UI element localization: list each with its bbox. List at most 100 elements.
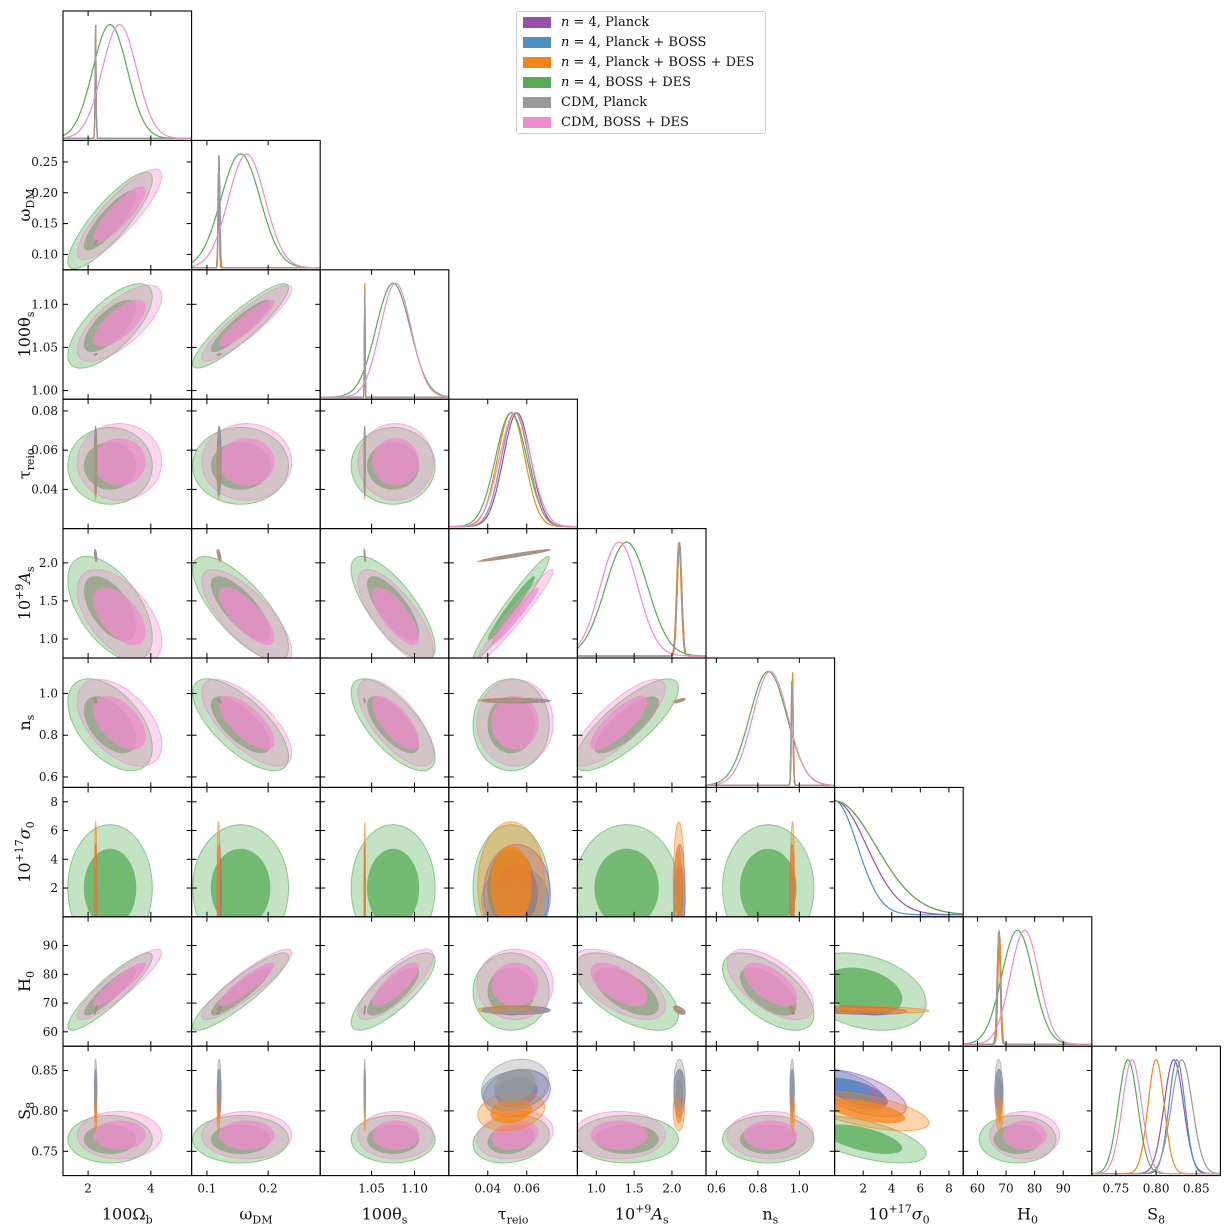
panel-0-2 xyxy=(67,283,163,369)
panel-2-4 xyxy=(350,548,436,658)
contour-68-4-5-7 xyxy=(790,1008,794,1013)
xtick-label-7-1: 70 xyxy=(998,1182,1013,1196)
posterior-3-6 xyxy=(834,800,964,915)
contour-68-5-5-7 xyxy=(743,962,798,1007)
posterior-0-6 xyxy=(834,800,964,916)
xtick-label-6-1: 4 xyxy=(888,1182,896,1196)
contour-68-2-3-6 xyxy=(490,845,532,917)
posterior-4-0 xyxy=(63,24,192,139)
xaxis-title-5: ns xyxy=(762,1205,778,1227)
xtick-label-4-2: 2.0 xyxy=(662,1182,681,1196)
posterior-3-4 xyxy=(577,541,706,657)
contour-68-1-6-8 xyxy=(834,1077,872,1103)
contour-68-4-1-8 xyxy=(218,1069,221,1101)
posterior-1-5 xyxy=(706,678,835,787)
xtick-label-4-0: 1.0 xyxy=(587,1182,606,1196)
posterior-0-7 xyxy=(963,931,1092,1045)
ytick-label-1-2: 0.20 xyxy=(31,186,58,200)
diag-panel-0 xyxy=(63,23,192,139)
panel-4-5 xyxy=(577,678,686,772)
contour-68-5-5-8 xyxy=(743,1120,798,1150)
panel-frame-5-5 xyxy=(705,657,836,788)
xtick-label-3-1: 0.06 xyxy=(513,1182,540,1196)
contour-68-5-0-2 xyxy=(93,299,146,347)
posterior-5-5 xyxy=(706,670,835,786)
ytick-label-4-1: 1.5 xyxy=(39,594,58,608)
ytick-label-5-0: 0.6 xyxy=(39,770,58,784)
legend-label-prefix-1: n xyxy=(561,35,570,50)
contour-68-5-4-8 xyxy=(590,1120,648,1150)
legend-swatch-5 xyxy=(523,117,551,128)
yaxis-title-5: ns xyxy=(15,714,37,730)
ytick-label-3-2: 0.08 xyxy=(31,404,58,418)
contour-68-5-1-5 xyxy=(218,695,275,750)
panel-7-8 xyxy=(978,1058,1061,1164)
panel-1-4 xyxy=(192,548,293,658)
xtick-label-7-2: 80 xyxy=(1027,1182,1042,1196)
panel-3-6 xyxy=(472,821,551,917)
posterior-2-6 xyxy=(834,800,964,915)
contour-68-2-4-6 xyxy=(675,845,683,917)
panel-2-6 xyxy=(350,821,436,917)
contour-68-4-2-7 xyxy=(364,1008,366,1013)
yaxis-title-8: S8 xyxy=(15,1102,37,1120)
legend-label-5: CDM, BOSS + DES xyxy=(561,115,689,130)
posterior-3-5 xyxy=(706,670,835,786)
posterior-3-1 xyxy=(191,153,321,269)
panel-2-8 xyxy=(350,1058,436,1164)
ytick-label-3-0: 0.04 xyxy=(31,482,58,496)
xtick-label-3-0: 0.04 xyxy=(474,1182,501,1196)
xaxis-title-0: 100Ωb xyxy=(102,1205,153,1227)
diag-panel-1 xyxy=(191,153,321,269)
posterior-5-2 xyxy=(320,282,449,398)
contour-68-4-0-8 xyxy=(94,1069,97,1101)
posterior-4-4 xyxy=(577,542,706,657)
legend-item-3: n = 4, BOSS + DES xyxy=(523,73,691,93)
xtick-label-0-0: 2 xyxy=(84,1182,92,1196)
yaxis-title-3: τreio xyxy=(15,448,37,479)
legend-label-0: = 4, Planck xyxy=(569,15,650,30)
yaxis-title-6: 10+17σ0 xyxy=(13,821,37,883)
contour-68-3-6-7 xyxy=(834,967,903,1016)
contour-68-4-3-8 xyxy=(494,1069,536,1101)
posterior-5-7 xyxy=(963,929,1092,1045)
diag-panel-5 xyxy=(706,670,835,787)
panel-5-6 xyxy=(721,820,815,917)
contour-68-4-0-5 xyxy=(94,699,97,703)
xtick-label-7-0: 60 xyxy=(970,1182,985,1196)
xaxis-title-7: H0 xyxy=(1017,1205,1038,1227)
contour-68-2-6-7 xyxy=(834,1007,906,1012)
contour-68-4-5-8 xyxy=(790,1069,794,1101)
contour-68-2-0-6 xyxy=(95,845,97,917)
diag-panel-3 xyxy=(448,412,578,528)
contour-68-4-1-2 xyxy=(218,354,221,355)
contour-68-4-1-3 xyxy=(218,441,221,483)
ytick-label-1-1: 0.15 xyxy=(31,217,58,231)
xaxis-title-2: 100θs xyxy=(362,1205,408,1227)
contour-68-5-0-7 xyxy=(93,962,146,1007)
contour-68-5-3-5 xyxy=(491,695,539,750)
ytick-label-7-0: 60 xyxy=(43,1025,58,1039)
contour-68-5-4-5 xyxy=(590,695,648,750)
contour-68-3-4-6 xyxy=(594,848,659,917)
posterior-3-8 xyxy=(1091,1059,1221,1175)
panel-5-8 xyxy=(721,1058,815,1164)
contour-68-3-0-6 xyxy=(83,848,137,917)
legend-item-5: CDM, BOSS + DES xyxy=(523,113,689,133)
legend-item-2: n = 4, Planck + BOSS + DES xyxy=(523,53,754,73)
posterior-4-7 xyxy=(963,932,1092,1045)
panel-2-7 xyxy=(350,948,436,1031)
contour-68-3-6-8 xyxy=(834,1124,903,1154)
contour-68-4-0-3 xyxy=(94,441,97,483)
ytick-label-7-3: 90 xyxy=(43,939,58,953)
posterior-4-1 xyxy=(191,155,321,269)
contour-68-5-4-7 xyxy=(590,962,648,1007)
xtick-label-8-2: 0.85 xyxy=(1183,1182,1210,1196)
posterior-1-3 xyxy=(448,412,578,528)
contour-68-4-4-5 xyxy=(676,699,683,703)
legend-label-2: = 4, Planck + BOSS + DES xyxy=(569,55,755,70)
contour-68-5-1-8 xyxy=(218,1120,275,1150)
panel-1-2 xyxy=(192,283,293,369)
yaxis-title-1: ωDM xyxy=(15,189,37,222)
posterior-2-8 xyxy=(1091,1058,1221,1175)
